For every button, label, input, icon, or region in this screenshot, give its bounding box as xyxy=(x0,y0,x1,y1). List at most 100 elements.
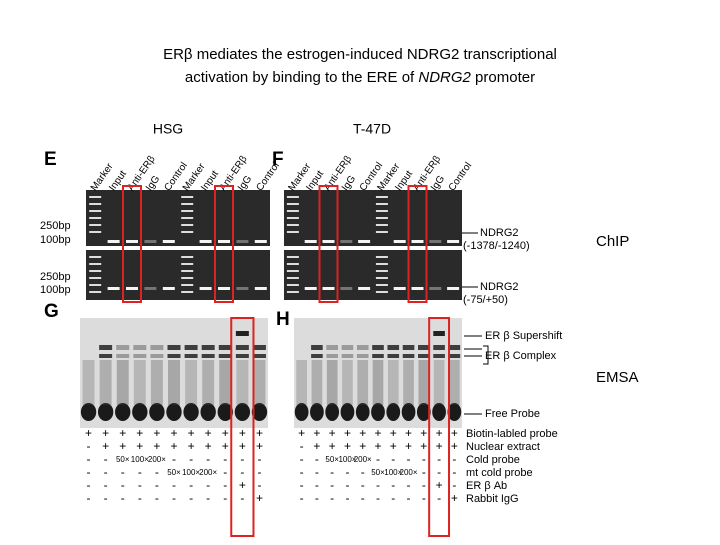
ladder-band xyxy=(181,263,194,265)
sign: - xyxy=(376,452,380,466)
sign: 200× xyxy=(199,468,217,477)
ladder-band xyxy=(375,203,388,205)
sign: - xyxy=(155,491,159,505)
sign: + xyxy=(451,426,458,440)
sign: + xyxy=(102,439,109,453)
complex-band xyxy=(133,354,147,358)
smear xyxy=(387,360,399,405)
gel-band xyxy=(218,287,230,290)
free-probe xyxy=(80,403,97,421)
gel-band xyxy=(340,287,353,290)
sign: - xyxy=(315,491,319,505)
complex-band xyxy=(372,345,384,350)
free-probe xyxy=(340,403,355,421)
gel-strip xyxy=(284,190,462,246)
free-probe xyxy=(416,403,431,421)
sign: - xyxy=(87,452,91,466)
sign: - xyxy=(407,452,411,466)
sign: - xyxy=(240,465,244,479)
complex-band xyxy=(448,345,461,350)
sign: + xyxy=(222,426,229,440)
free-probe xyxy=(294,403,309,421)
sign: 100× xyxy=(384,468,402,477)
sign: + xyxy=(344,426,351,440)
sign: - xyxy=(422,465,426,479)
sign: - xyxy=(330,478,334,492)
free-probe xyxy=(132,403,148,421)
complex-band xyxy=(402,345,415,350)
sign: - xyxy=(223,478,227,492)
gel-strip xyxy=(86,190,270,246)
sign: - xyxy=(376,491,380,505)
sign: 200× xyxy=(400,468,418,477)
ladder-band xyxy=(286,217,299,219)
ladder-band xyxy=(375,270,388,272)
ladder-band xyxy=(89,210,102,212)
sign: - xyxy=(300,452,304,466)
gel-band xyxy=(447,287,460,290)
complex-band xyxy=(116,354,130,358)
sign: + xyxy=(313,426,320,440)
ladder-band xyxy=(181,284,194,286)
sign: + xyxy=(119,439,126,453)
free-probe xyxy=(325,403,340,421)
gel-band xyxy=(162,287,175,290)
ladder-band xyxy=(89,270,102,272)
sign: - xyxy=(407,478,411,492)
sign: - xyxy=(345,478,349,492)
sign: + xyxy=(405,426,412,440)
ladder-band xyxy=(286,256,299,258)
sign: 200× xyxy=(148,455,166,464)
target-range: (-75/+50) xyxy=(463,294,508,306)
lane-label: Control xyxy=(254,161,282,194)
complex-band xyxy=(218,345,232,350)
sign: - xyxy=(437,491,441,505)
sign: - xyxy=(437,465,441,479)
sign: + xyxy=(436,439,443,453)
sign: - xyxy=(391,491,395,505)
gel-band xyxy=(429,287,442,290)
free-probe xyxy=(251,403,268,421)
smear xyxy=(116,360,129,405)
complex-band xyxy=(418,345,430,350)
sign: - xyxy=(345,465,349,479)
smear xyxy=(296,360,307,405)
gel-band xyxy=(144,240,157,243)
ladder-band xyxy=(181,203,194,205)
panel-letter: G xyxy=(44,301,59,322)
sign: + xyxy=(153,426,160,440)
bp-label: 100bp xyxy=(40,234,71,246)
ladder-band xyxy=(375,277,388,279)
complex-band xyxy=(326,345,338,350)
sign: - xyxy=(300,478,304,492)
complex-band xyxy=(99,345,113,350)
sign: + xyxy=(390,426,397,440)
free-probe xyxy=(200,403,216,421)
panel-letter: E xyxy=(44,149,57,170)
complex-band xyxy=(201,345,215,350)
ladder-band xyxy=(181,256,194,258)
bp-label: 100bp xyxy=(40,284,71,296)
ladder-band xyxy=(286,231,299,233)
highlight-box xyxy=(214,185,234,303)
sign: - xyxy=(437,452,441,466)
ladder-band xyxy=(89,224,102,226)
condition-label: Biotin-labled probe xyxy=(466,428,558,440)
complex-band xyxy=(448,354,461,358)
ladder-band xyxy=(181,231,194,233)
complex-band xyxy=(356,345,369,350)
sign: - xyxy=(155,478,159,492)
smear xyxy=(202,360,215,405)
sign: - xyxy=(104,478,108,492)
sign: 50× xyxy=(116,455,130,464)
ladder-band xyxy=(286,263,299,265)
free-probe xyxy=(371,403,385,421)
ladder-band xyxy=(375,231,388,233)
smear xyxy=(99,360,112,405)
sign: - xyxy=(87,465,91,479)
cell-line-label: HSG xyxy=(153,121,183,137)
sign: - xyxy=(422,478,426,492)
smear xyxy=(133,360,146,405)
sign: - xyxy=(391,478,395,492)
